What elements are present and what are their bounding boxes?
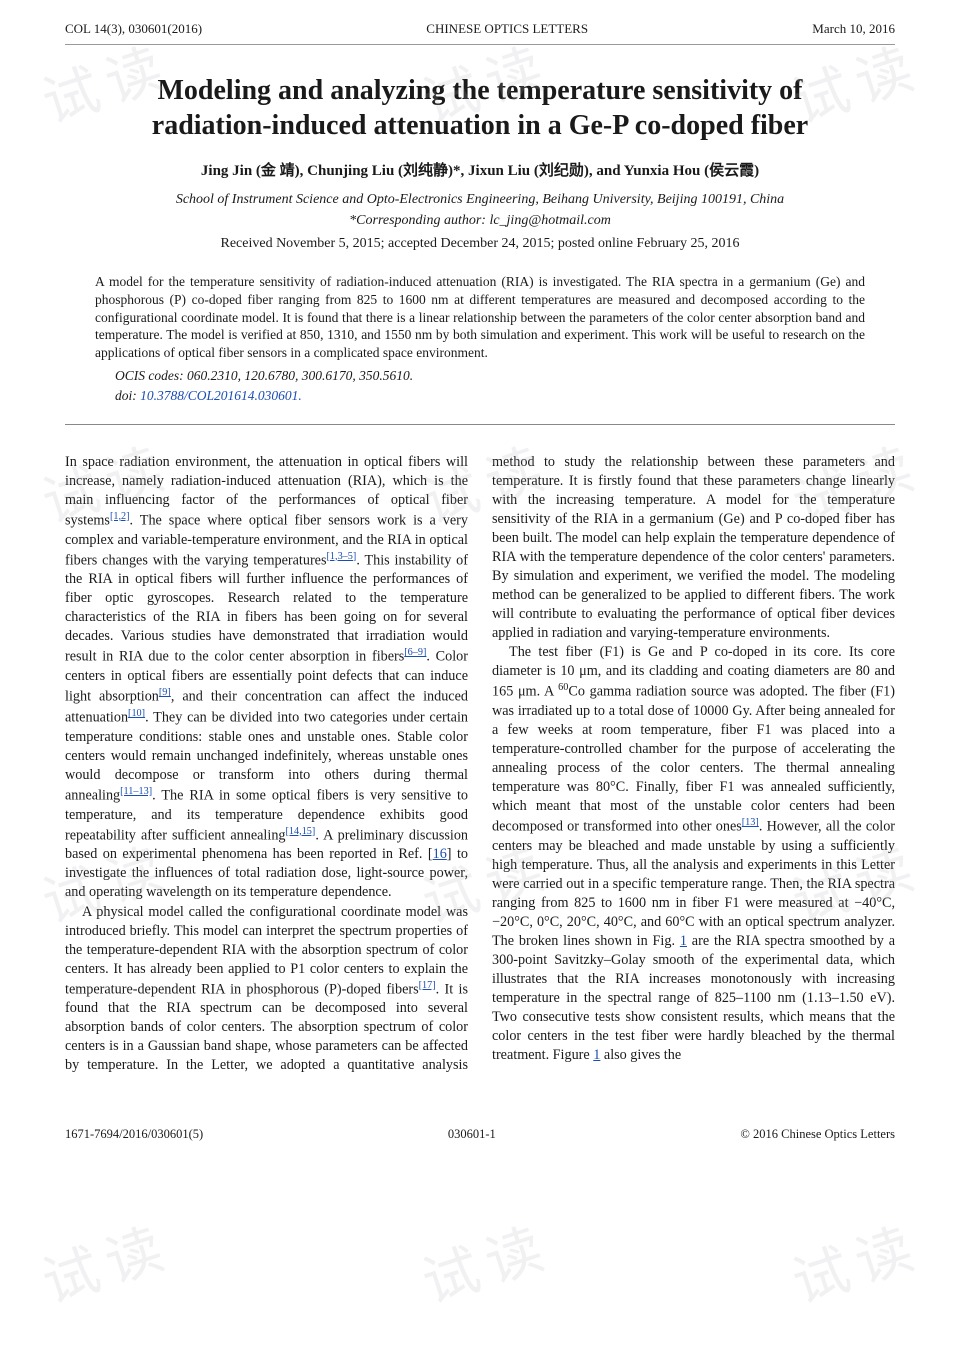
watermark: 试读 (411, 1202, 562, 1320)
ref-link[interactable]: [14,15] (286, 826, 316, 837)
ref-link[interactable]: [1,2] (110, 511, 130, 522)
ref-link[interactable]: [9] (159, 687, 171, 698)
body-text: Co gamma radiation source was adopted. T… (492, 684, 895, 835)
ref-link[interactable]: [11–13] (120, 786, 152, 797)
watermark: 试读 (781, 1202, 932, 1320)
ref-link[interactable]: 16 (433, 846, 447, 862)
doi-link[interactable]: 10.3788/COL201614.030601. (140, 388, 302, 403)
affiliation: School of Instrument Science and Opto-El… (65, 191, 895, 210)
body-text: are the RIA spectra smoothed by a 300-po… (492, 933, 895, 1063)
page-container: COL 14(3), 030601(2016) CHINESE OPTICS L… (0, 0, 960, 1172)
section-rule (65, 424, 895, 425)
body-text: also gives the (600, 1047, 681, 1063)
isotope-sup: 60 (558, 682, 568, 693)
watermark: 试读 (31, 1202, 182, 1320)
ocis-codes: OCIS codes: 060.2310, 120.6780, 300.6170… (115, 367, 865, 385)
article-title: Modeling and analyzing the temperature s… (95, 73, 865, 143)
footer-right: © 2016 Chinese Optics Letters (740, 1126, 895, 1143)
body-paragraph-1: In space radiation environment, the atte… (65, 453, 468, 903)
corresponding-author: *Corresponding author: lc_jing@hotmail.c… (65, 212, 895, 231)
abstract-text: A model for the temperature sensitivity … (95, 273, 865, 361)
body-text: A physical model called the configuratio… (65, 904, 468, 998)
page-footer: 1671-7694/2016/030601(5) 030601-1 © 2016… (65, 1126, 895, 1143)
doi-label: doi: (115, 388, 140, 403)
ref-link[interactable]: [10] (128, 708, 145, 719)
running-header: COL 14(3), 030601(2016) CHINESE OPTICS L… (65, 20, 895, 45)
header-right: March 10, 2016 (812, 20, 895, 38)
footer-center: 030601-1 (448, 1126, 496, 1143)
ref-link[interactable]: [17] (419, 980, 436, 991)
figure-link[interactable]: 1 (680, 933, 687, 949)
authors-text: Jing Jin (金 靖), Chunjing Liu (刘纯静)*, Jix… (201, 163, 759, 179)
header-left: COL 14(3), 030601(2016) (65, 20, 202, 38)
doi-line: doi: 10.3788/COL201614.030601. (115, 387, 865, 405)
body-paragraph-3: The test fiber (F1) is Ge and P co-doped… (492, 643, 895, 1065)
body-columns: In space radiation environment, the atte… (65, 453, 895, 1076)
article-dates: Received November 5, 2015; accepted Dece… (65, 235, 895, 254)
ref-link[interactable]: [1,3–5] (327, 551, 357, 562)
body-text: . However, all the color centers may be … (492, 819, 895, 949)
header-center: CHINESE OPTICS LETTERS (426, 20, 588, 38)
ref-link[interactable]: [13] (742, 817, 759, 828)
footer-left: 1671-7694/2016/030601(5) (65, 1126, 203, 1143)
authors-line: Jing Jin (金 靖), Chunjing Liu (刘纯静)*, Jix… (65, 161, 895, 181)
ref-link[interactable]: [6–9] (404, 647, 426, 658)
